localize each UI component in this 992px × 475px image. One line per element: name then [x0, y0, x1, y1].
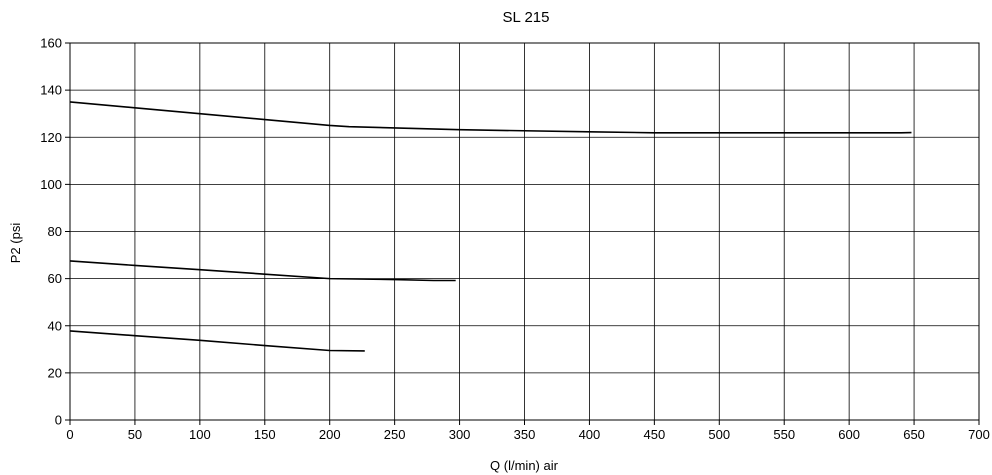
x-tick-label: 350	[514, 427, 536, 442]
y-tick-label: 140	[40, 83, 62, 98]
grid-layer	[69, 42, 980, 421]
x-tick-label: 300	[449, 427, 471, 442]
x-tick-label: 200	[319, 427, 341, 442]
series-line-3	[69, 330, 365, 352]
x-axis-label: Q (l/min) air	[490, 458, 559, 473]
x-tick-label: 150	[254, 427, 276, 442]
series-line-1	[69, 101, 912, 134]
x-tick-label: 650	[903, 427, 925, 442]
series-layer	[69, 101, 912, 352]
y-axis-label: P2 (psi	[8, 223, 23, 264]
y-tick-label: 20	[48, 365, 62, 380]
x-tick-label: 100	[189, 427, 211, 442]
y-tick-label: 160	[40, 36, 62, 51]
tick-labels: 0 20 40 60 80 100 120 140 160 0 50 100 150 200 250 300 3…	[40, 36, 990, 443]
chart-title: SL 215	[503, 9, 550, 26]
y-tick-label: 40	[48, 318, 62, 333]
y-tick-label: 0	[55, 413, 62, 428]
x-tick-label: 500	[708, 427, 730, 442]
y-tick-label: 100	[40, 177, 62, 192]
x-tick-label: 450	[644, 427, 666, 442]
x-tick-label: 550	[773, 427, 795, 442]
y-tick-label: 80	[48, 224, 62, 239]
x-tick-label: 400	[579, 427, 601, 442]
x-tick-label: 700	[968, 427, 990, 442]
y-tick-label: 120	[40, 130, 62, 145]
x-tick-label: 0	[66, 427, 73, 442]
axis-layer	[65, 42, 980, 425]
plot-frame	[69, 42, 980, 421]
y-tick-label: 60	[48, 271, 62, 286]
x-tick-label: 50	[128, 427, 142, 442]
x-tick-label: 600	[838, 427, 860, 442]
series-line-2	[69, 260, 456, 282]
x-tick-label: 250	[384, 427, 406, 442]
